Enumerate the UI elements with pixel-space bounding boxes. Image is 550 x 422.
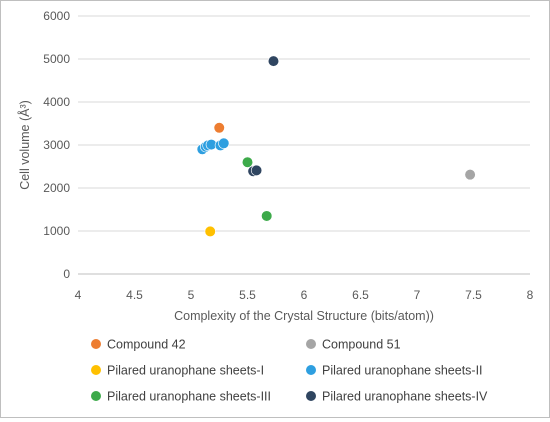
x-tick-label: 6.5 bbox=[352, 288, 369, 302]
x-tick-labels: 4 4.5 5 5.5 6 6.5 7 7.5 8 bbox=[75, 288, 534, 302]
data-point bbox=[218, 137, 230, 149]
x-tick-label: 4 bbox=[75, 288, 82, 302]
data-points bbox=[196, 55, 476, 238]
x-tick-label: 7.5 bbox=[465, 288, 482, 302]
x-tick-label: 8 bbox=[527, 288, 534, 302]
legend-marker bbox=[306, 339, 316, 349]
legend-item: Pilared uranophane sheets-II bbox=[306, 364, 483, 378]
legend: Compound 42 Compound 51 Pilared uranophane… bbox=[91, 338, 488, 404]
x-tick-label: 7 bbox=[414, 288, 421, 302]
y-tick-label: 3000 bbox=[43, 138, 70, 152]
data-point bbox=[267, 55, 280, 67]
y-tick-labels: 0 1000 2000 3000 4000 5000 6000 bbox=[43, 9, 70, 281]
data-point bbox=[204, 225, 216, 238]
legend-label: Pilared uranophane sheets-IV bbox=[322, 390, 488, 404]
y-axis-title: Cell volume (Å³) bbox=[17, 100, 32, 190]
legend-item: Pilared uranophane sheets-I bbox=[91, 364, 264, 378]
y-tick-label: 1000 bbox=[43, 224, 70, 238]
data-point bbox=[261, 210, 273, 222]
legend-marker bbox=[91, 365, 101, 375]
y-tick-label: 2000 bbox=[43, 181, 70, 195]
y-tick-label: 6000 bbox=[43, 9, 70, 23]
legend-marker bbox=[91, 339, 101, 349]
x-axis-title: Complexity of the Crystal Structure (bit… bbox=[174, 309, 434, 323]
legend-marker bbox=[91, 391, 101, 401]
data-point bbox=[241, 156, 254, 168]
y-tick-label: 0 bbox=[63, 267, 70, 281]
legend-item: Compound 51 bbox=[306, 338, 401, 352]
y-tick-label: 4000 bbox=[43, 95, 70, 109]
legend-item: Compound 42 bbox=[91, 338, 186, 352]
x-tick-label: 4.5 bbox=[126, 288, 143, 302]
legend-item: Pilared uranophane sheets-III bbox=[91, 390, 271, 404]
x-tick-label: 5 bbox=[188, 288, 195, 302]
data-point bbox=[464, 169, 476, 181]
legend-label: Pilared uranophane sheets-I bbox=[107, 364, 264, 378]
gridlines bbox=[78, 15, 530, 275]
y-tick-label: 5000 bbox=[43, 52, 70, 66]
legend-marker bbox=[306, 391, 316, 401]
data-point bbox=[213, 122, 225, 134]
legend-marker bbox=[306, 365, 316, 375]
legend-label: Pilared uranophane sheets-II bbox=[322, 364, 483, 378]
legend-label: Pilared uranophane sheets-III bbox=[107, 390, 271, 404]
legend-label: Compound 42 bbox=[107, 338, 186, 352]
x-tick-label: 6 bbox=[301, 288, 308, 302]
data-point bbox=[250, 164, 263, 176]
x-tick-label: 5.5 bbox=[239, 288, 256, 302]
legend-item: Pilared uranophane sheets-IV bbox=[306, 390, 488, 404]
legend-label: Compound 51 bbox=[322, 338, 401, 352]
